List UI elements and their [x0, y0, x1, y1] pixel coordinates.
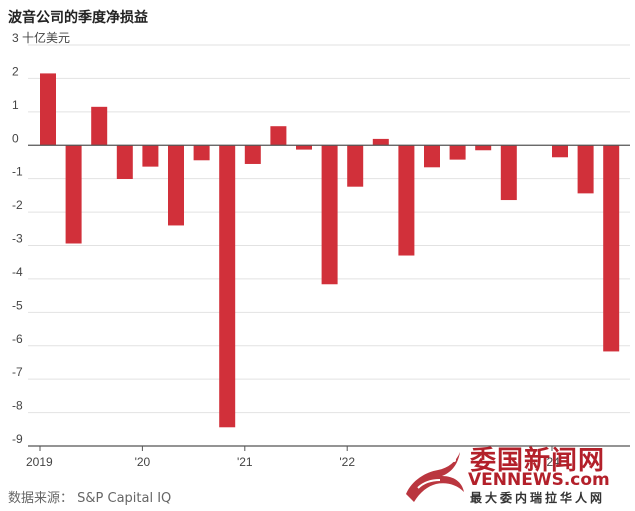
x-tick-label: '21: [237, 455, 253, 469]
y-tick-label: -5: [12, 298, 23, 312]
bar: [244, 145, 261, 164]
bar: [270, 126, 287, 146]
bar: [296, 145, 312, 150]
bars: [40, 73, 620, 428]
y-tick-label: -3: [12, 232, 23, 246]
bar: [65, 145, 82, 244]
bar: [449, 145, 466, 160]
watermark-tagline: 最大委内瑞拉华人网: [470, 491, 606, 505]
y-tick-label: -6: [12, 332, 23, 346]
x-tick-labels: 2019 '20 '21 '22 '24: [26, 446, 560, 469]
bar: [168, 145, 184, 226]
bar: [603, 145, 620, 352]
y-tick-labels: 3 十亿美元 2 1 0 -1 -2 -3 -4 -5 -6 -7 -8 -9: [12, 30, 70, 446]
bar: [91, 106, 108, 146]
y-tick-label: -9: [12, 432, 23, 446]
bar: [500, 145, 517, 201]
y-tick-label: 2: [12, 64, 19, 78]
chart-title: 波音公司的季度净损益: [8, 10, 148, 26]
bar: [424, 145, 440, 168]
x-tick-label: 2019: [26, 455, 53, 469]
y-tick-label: -2: [12, 198, 23, 212]
y-tick-label: -4: [12, 265, 23, 279]
bar: [193, 145, 210, 161]
bar: [219, 145, 236, 428]
y-tick-label: 3: [12, 31, 19, 45]
bar: [142, 145, 159, 167]
y-tick-label: 1: [12, 98, 19, 112]
bar: [321, 145, 338, 285]
bar: [347, 145, 364, 187]
watermark-title: 委国新闻网: [470, 446, 606, 476]
watermark-domain: VENNEWS.com: [468, 470, 610, 490]
dragon-logo-icon: [406, 452, 464, 502]
bar: [40, 73, 56, 146]
bar: [475, 145, 492, 151]
bar: [398, 145, 415, 256]
y-tick-label: -8: [12, 399, 23, 413]
bar: [116, 145, 133, 180]
x-tick-label: '24: [544, 455, 560, 469]
x-tick-label: '20: [135, 455, 151, 469]
y-tick-label: 0: [12, 131, 19, 145]
axis-lines: [28, 144, 630, 447]
x-tick-label: '22: [339, 455, 355, 469]
watermark-logo: 委国新闻网 VENNEWS.com 最大委内瑞拉华人网: [398, 440, 634, 508]
bar: [577, 145, 594, 194]
bar: [552, 145, 568, 158]
y-unit-label: 十亿美元: [22, 30, 70, 45]
y-tick-label: -7: [12, 365, 23, 379]
bar: [372, 138, 389, 146]
y-tick-label: -1: [12, 165, 23, 179]
source-note: 数据来源： S&P Capital IQ: [8, 491, 172, 506]
